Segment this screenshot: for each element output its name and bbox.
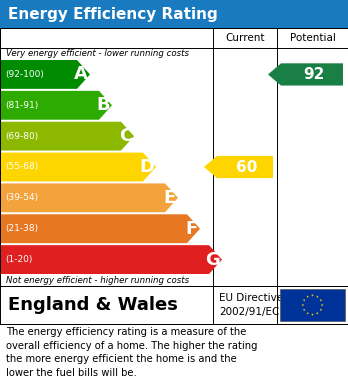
Polygon shape	[303, 299, 306, 301]
Text: EU Directive
2002/91/EC: EU Directive 2002/91/EC	[219, 293, 283, 317]
Polygon shape	[319, 308, 322, 311]
Text: (69-80): (69-80)	[5, 132, 38, 141]
Polygon shape	[0, 60, 90, 89]
Text: (21-38): (21-38)	[5, 224, 38, 233]
Text: Current: Current	[225, 33, 265, 43]
Polygon shape	[319, 299, 322, 301]
Polygon shape	[0, 183, 178, 212]
Bar	[0, 28, 348, 286]
Text: A: A	[74, 65, 88, 83]
Polygon shape	[321, 304, 323, 307]
Text: England & Wales: England & Wales	[8, 296, 178, 314]
Polygon shape	[0, 152, 156, 181]
Text: (1-20): (1-20)	[5, 255, 32, 264]
Polygon shape	[0, 245, 222, 274]
Polygon shape	[268, 63, 343, 86]
Text: 60: 60	[236, 160, 258, 174]
Bar	[0, 0, 348, 28]
Polygon shape	[306, 296, 309, 298]
Text: (81-91): (81-91)	[5, 101, 38, 110]
Text: Potential: Potential	[290, 33, 335, 43]
Text: (92-100): (92-100)	[5, 70, 44, 79]
Bar	[0, 28, 348, 324]
Text: B: B	[96, 96, 110, 114]
Text: C: C	[119, 127, 132, 145]
Polygon shape	[311, 314, 314, 316]
Polygon shape	[316, 312, 319, 315]
Text: D: D	[139, 158, 154, 176]
Polygon shape	[311, 294, 314, 297]
Text: (39-54): (39-54)	[5, 194, 38, 203]
Text: Not energy efficient - higher running costs: Not energy efficient - higher running co…	[6, 276, 189, 285]
Bar	[280, 289, 345, 321]
Polygon shape	[204, 156, 273, 178]
Text: Energy Efficiency Rating: Energy Efficiency Rating	[8, 7, 218, 22]
Polygon shape	[302, 304, 304, 307]
Text: 92: 92	[303, 67, 325, 82]
Text: G: G	[205, 251, 220, 269]
Text: (55-68): (55-68)	[5, 163, 38, 172]
Polygon shape	[306, 312, 309, 315]
Polygon shape	[0, 214, 200, 243]
Polygon shape	[0, 122, 134, 151]
Polygon shape	[303, 308, 306, 311]
Text: Very energy efficient - lower running costs: Very energy efficient - lower running co…	[6, 49, 189, 58]
Text: The energy efficiency rating is a measure of the
overall efficiency of a home. T: The energy efficiency rating is a measur…	[6, 327, 258, 378]
Polygon shape	[0, 91, 112, 120]
Text: F: F	[186, 220, 198, 238]
Text: E: E	[164, 189, 176, 207]
Polygon shape	[316, 296, 319, 298]
